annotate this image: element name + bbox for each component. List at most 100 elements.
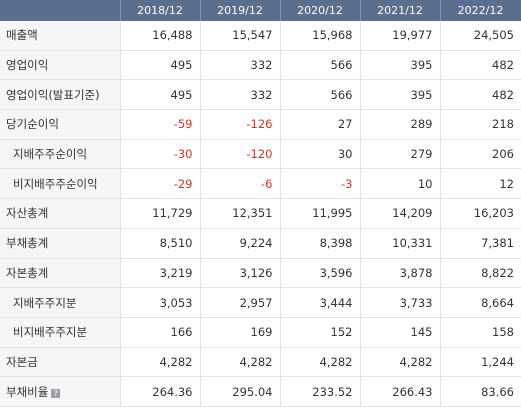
table-cell: 4,282 [360, 347, 441, 378]
table-cell: 11,995 [280, 198, 361, 229]
row-label-text: 자본금 [6, 354, 38, 369]
row-label-text: 비지배주주순이익 [13, 176, 98, 191]
table-row: 비지배주주순이익 -29 -6 -3 10 12 [0, 168, 521, 200]
table-cell: 166 [120, 317, 201, 348]
table-cell: 152 [280, 317, 361, 348]
table-cell: 3,444 [280, 287, 361, 318]
table-cell: 4,282 [120, 347, 201, 378]
table-cell: 10,331 [360, 228, 441, 259]
table-cell: 16,488 [120, 21, 201, 51]
table-cell: 9,224 [200, 228, 281, 259]
table-cell: 7,381 [440, 228, 521, 259]
table-cell: 332 [200, 50, 281, 81]
table-cell: -59 [120, 109, 201, 140]
table-row: 비지배주주지분 166 169 152 145 158 [0, 317, 521, 348]
header-corner [0, 0, 121, 21]
table-cell: 145 [360, 317, 441, 348]
table-cell: 3,878 [360, 258, 441, 289]
table-cell: 3,219 [120, 258, 201, 289]
table-cell: 566 [280, 50, 361, 81]
table-cell: 482 [440, 79, 521, 111]
table-cell: -3 [280, 168, 361, 200]
table-cell: 2,957 [200, 287, 281, 318]
table-cell: 206 [440, 139, 521, 170]
table-cell: 4,282 [200, 347, 281, 378]
table-cell: -6 [200, 168, 281, 200]
row-label[interactable]: 비지배주주순이익 [0, 168, 121, 200]
table-row: 자본금 4,282 4,282 4,282 4,282 1,244 [0, 347, 521, 378]
table-cell: 19,977 [360, 21, 441, 51]
row-label[interactable]: 자산총계 [0, 198, 121, 229]
table-cell: 83.66 [440, 376, 521, 407]
table-cell: 332 [200, 79, 281, 111]
table-cell: 233.52 [280, 376, 361, 407]
row-label[interactable]: 매출액 [0, 21, 121, 51]
row-label-text: 부채총계 [6, 236, 49, 251]
row-label-text: 지배주주순이익 [13, 147, 88, 162]
table-cell: 8,664 [440, 287, 521, 318]
help-icon[interactable]: ? [51, 388, 61, 398]
column-header: 2022/12 [440, 0, 521, 21]
table-cell: 15,547 [200, 21, 281, 51]
table-cell: -30 [120, 139, 201, 170]
table-cell: 30 [280, 139, 361, 170]
table-row: 영업이익 495 332 566 395 482 [0, 50, 521, 81]
table-cell: 8,398 [280, 228, 361, 259]
table-row: 자본총계 3,219 3,126 3,596 3,878 8,822 [0, 258, 521, 289]
table-row: 지배주주순이익 -30 -120 30 279 206 [0, 139, 521, 170]
table-cell: 3,596 [280, 258, 361, 289]
row-label[interactable]: 비지배주주지분 [0, 317, 121, 348]
row-label[interactable]: 영업이익(발표기준) [0, 79, 121, 111]
table-cell: -29 [120, 168, 201, 200]
table-cell: 10 [360, 168, 441, 200]
table-cell: 482 [440, 50, 521, 81]
row-label[interactable]: 부채비율? [0, 376, 121, 407]
table-cell: 266.43 [360, 376, 441, 407]
table-cell: 24,505 [440, 21, 521, 51]
table-cell: 395 [360, 50, 441, 81]
row-label-text: 매출액 [6, 28, 38, 43]
table-cell: 4,282 [280, 347, 361, 378]
table-cell: 264.36 [120, 376, 201, 407]
row-label-text: 부채비율 [6, 384, 49, 399]
table-cell: 395 [360, 79, 441, 111]
table-row: 자산총계 11,729 12,351 11,995 14,209 16,203 [0, 198, 521, 229]
table-cell: 12 [440, 168, 521, 200]
table-cell: 3,126 [200, 258, 281, 289]
row-label[interactable]: 자본총계 [0, 258, 121, 289]
table-cell: 218 [440, 109, 521, 140]
row-label-text: 영업이익 [6, 58, 49, 73]
table-cell: 11,729 [120, 198, 201, 229]
row-label[interactable]: 영업이익 [0, 50, 121, 81]
table-cell: 16,203 [440, 198, 521, 229]
row-label-text: 영업이익(발표기준) [6, 87, 100, 102]
table-cell: 15,968 [280, 21, 361, 51]
column-header: 2020/12 [280, 0, 361, 21]
row-label[interactable]: 지배주주순이익 [0, 139, 121, 170]
table-row: 부채비율? 264.36 295.04 233.52 266.43 83.66 [0, 376, 521, 407]
row-label[interactable]: 당기순이익 [0, 109, 121, 140]
row-label-text: 당기순이익 [6, 117, 59, 132]
table-cell: 8,822 [440, 258, 521, 289]
table-row: 당기순이익 -59 -126 27 289 218 [0, 109, 521, 140]
column-header: 2021/12 [360, 0, 441, 21]
row-label-text: 자산총계 [6, 206, 49, 221]
table-cell: -126 [200, 109, 281, 140]
row-label-text: 비지배주주지분 [13, 325, 88, 340]
table-cell: 14,209 [360, 198, 441, 229]
table-row: 영업이익(발표기준) 495 332 566 395 482 [0, 79, 521, 111]
table-cell: 3,053 [120, 287, 201, 318]
row-label[interactable]: 부채총계 [0, 228, 121, 259]
table-cell: 495 [120, 79, 201, 111]
table-cell: 27 [280, 109, 361, 140]
row-label-text: 자본총계 [6, 265, 49, 280]
row-label[interactable]: 지배주주지분 [0, 287, 121, 318]
table-cell: -120 [200, 139, 281, 170]
table-cell: 295.04 [200, 376, 281, 407]
table-row: 지배주주지분 3,053 2,957 3,444 3,733 8,664 [0, 287, 521, 318]
column-header: 2018/12 [120, 0, 201, 21]
table-cell: 495 [120, 50, 201, 81]
table-cell: 8,510 [120, 228, 201, 259]
row-label[interactable]: 자본금 [0, 347, 121, 378]
